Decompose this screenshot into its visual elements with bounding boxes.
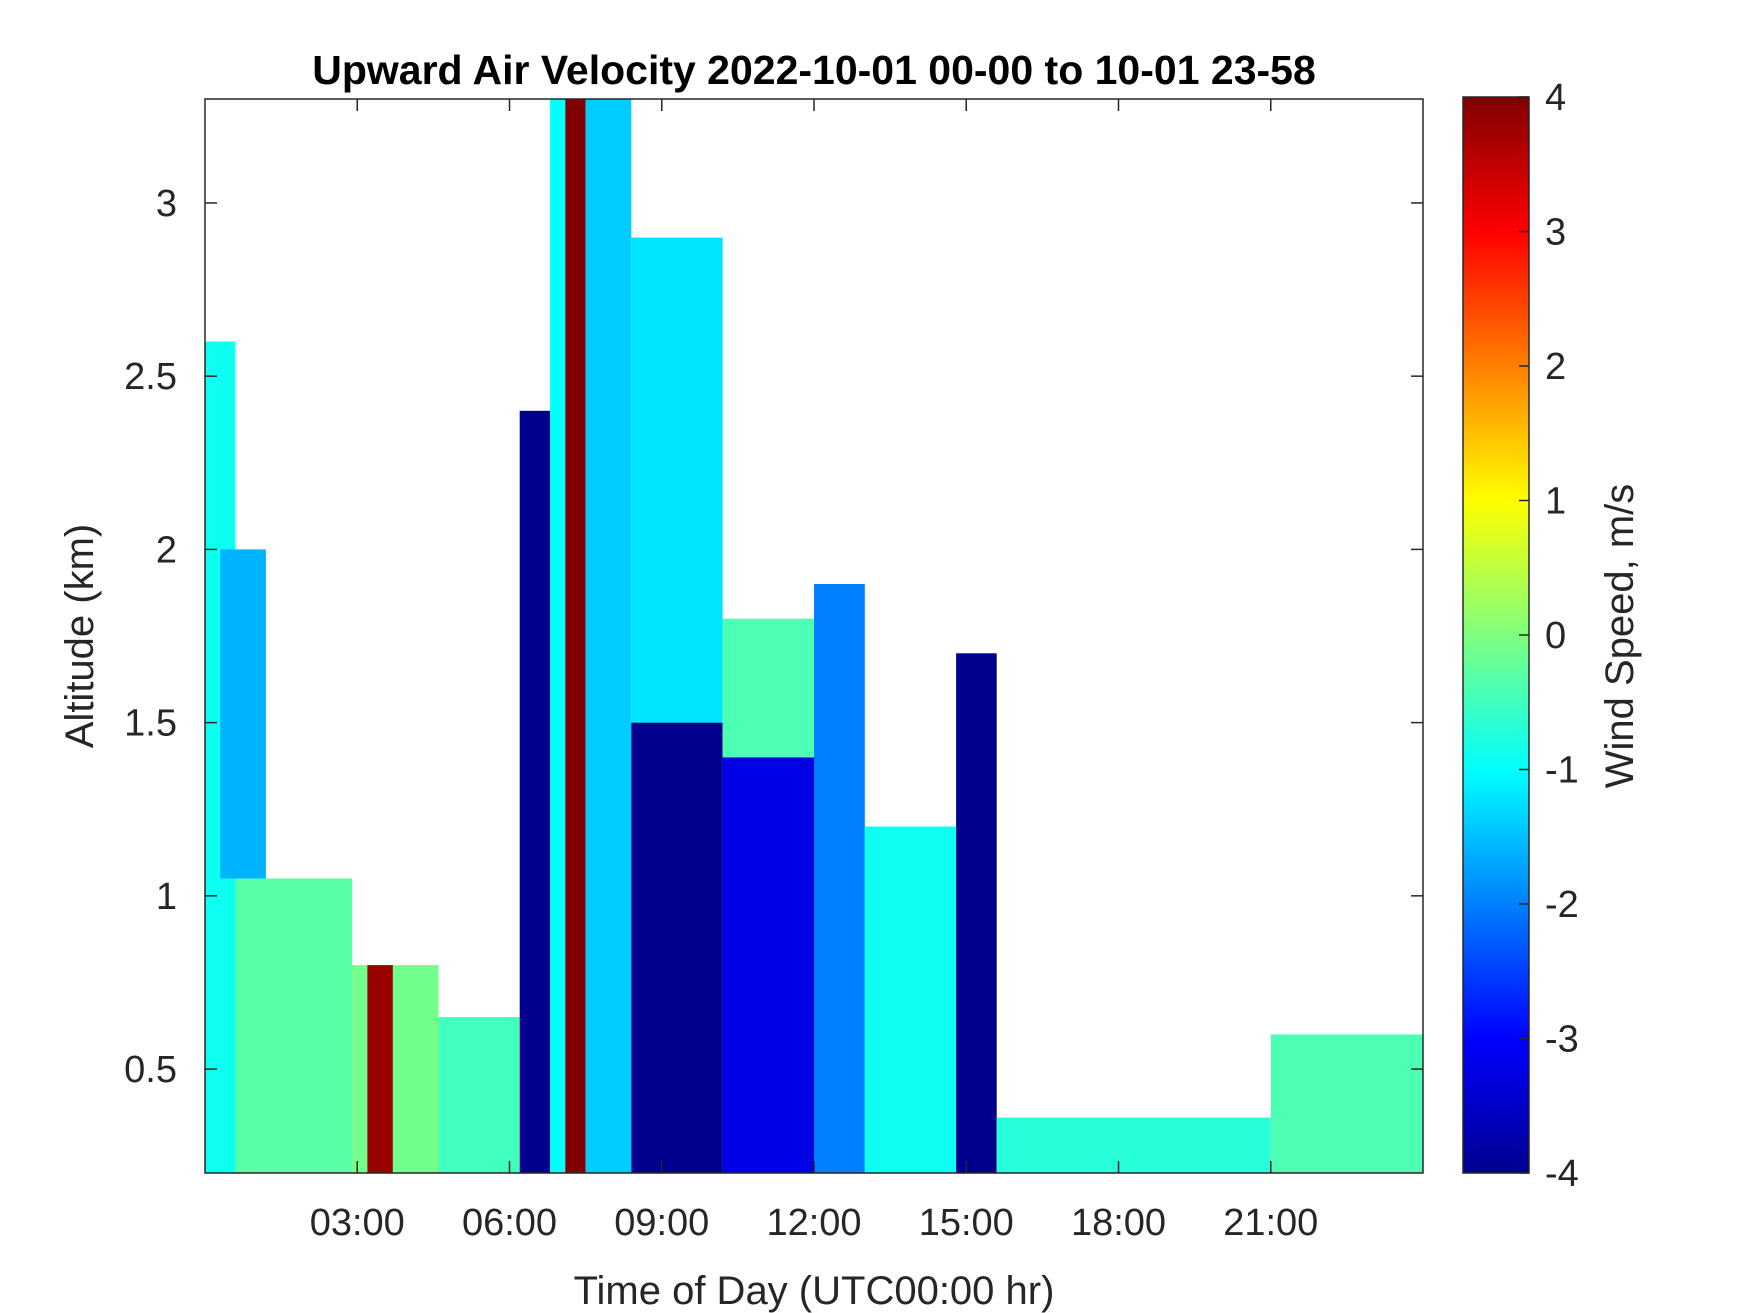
heatmap-cell bbox=[722, 757, 814, 1173]
y-tick-label: 1 bbox=[156, 876, 177, 918]
colorbar-tick-label: -4 bbox=[1545, 1153, 1579, 1195]
heatmap-cell bbox=[814, 584, 865, 1173]
y-tick-label: 2.5 bbox=[124, 356, 177, 398]
colorbar-axis: 4 3 2 1 0 -1 -2 -3 -4 bbox=[1519, 77, 1579, 1195]
heatmap-cell bbox=[220, 549, 266, 879]
colorbar-tick-label: -1 bbox=[1545, 750, 1579, 792]
heatmap-cell bbox=[996, 1117, 1271, 1173]
heatmap-cell bbox=[438, 1017, 520, 1173]
x-axis-label: Time of Day (UTC00:00 hr) bbox=[574, 1269, 1055, 1313]
colorbar-tick-label: 3 bbox=[1545, 212, 1566, 254]
heatmap-cell bbox=[519, 410, 551, 1173]
x-tick-label: 21:00 bbox=[1223, 1202, 1318, 1244]
heatmap-cells bbox=[205, 99, 1423, 1173]
colorbar-tick-label: 4 bbox=[1545, 77, 1566, 119]
y-axis-label: Altitude (km) bbox=[58, 524, 102, 749]
colorbar-tick-label: 0 bbox=[1545, 615, 1566, 657]
heatmap-cell bbox=[1270, 1034, 1423, 1173]
colorbar bbox=[1462, 96, 1530, 1174]
chart-title: Upward Air Velocity 2022-10-01 00-00 to … bbox=[312, 47, 1316, 93]
heatmap-cell bbox=[864, 826, 957, 1173]
heatmap-cell bbox=[352, 965, 439, 1173]
y-tick-label: 2 bbox=[156, 529, 177, 571]
heatmap-cell bbox=[235, 878, 353, 1173]
x-tick-label: 09:00 bbox=[614, 1202, 709, 1244]
heatmap-cell bbox=[585, 99, 632, 1173]
y-tick-label: 3 bbox=[156, 183, 177, 225]
heatmap-cell bbox=[722, 618, 814, 758]
y-tick-label: 0.5 bbox=[124, 1049, 177, 1091]
heatmap-cell bbox=[956, 653, 997, 1173]
heatmap-cell bbox=[631, 237, 723, 723]
y-tick-label: 1.5 bbox=[124, 703, 177, 745]
x-tick-label: 03:00 bbox=[310, 1202, 405, 1244]
colorbar-label: Wind Speed, m/s bbox=[1598, 484, 1642, 789]
colorbar-tick-label: 2 bbox=[1545, 346, 1566, 388]
x-tick-label: 18:00 bbox=[1071, 1202, 1166, 1244]
colorbar-tick-label: 1 bbox=[1545, 481, 1566, 523]
y-axis: 0.5 1 1.5 2 2.5 3 bbox=[124, 183, 1423, 1091]
heatmap-cell bbox=[565, 99, 586, 1173]
x-tick-label: 12:00 bbox=[766, 1202, 861, 1244]
heatmap-cell bbox=[367, 965, 393, 1173]
colorbar-tick-label: -2 bbox=[1545, 884, 1579, 926]
heatmap-cell bbox=[550, 99, 566, 1173]
x-tick-label: 15:00 bbox=[919, 1202, 1014, 1244]
colorbar-tick-label: -3 bbox=[1545, 1019, 1579, 1061]
x-axis: 03:00 06:00 09:00 12:00 15:00 18:00 21:00 bbox=[310, 99, 1318, 1244]
heatmap-cell bbox=[631, 722, 723, 1173]
x-tick-label: 06:00 bbox=[462, 1202, 557, 1244]
